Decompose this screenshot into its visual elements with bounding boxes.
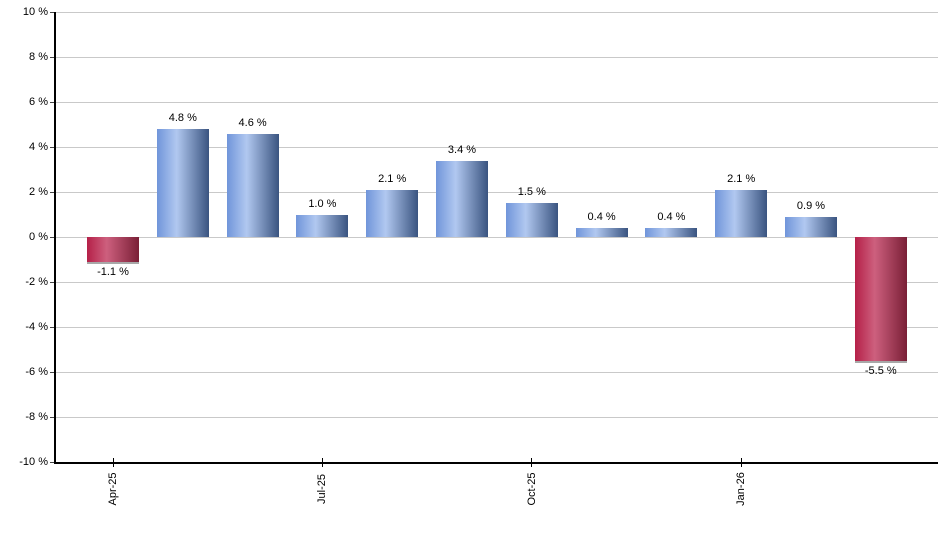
gridline [55,57,938,58]
y-tick [50,192,54,193]
x-tick [740,458,742,467]
y-tick [50,417,54,418]
bar-value-label: 4.6 % [238,116,267,129]
gridline [55,102,938,103]
y-tick-label: -4 % [25,321,48,333]
bar-value-label: -5.5 % [864,364,897,377]
y-tick-label: 4 % [29,141,48,153]
gridline [55,372,938,373]
gridline [55,327,938,328]
x-tick [112,458,114,467]
bar-value-label: 1.0 % [308,197,337,210]
bar-value-label: 0.4 % [657,211,686,223]
bar-value-label: 3.4 % [447,143,477,156]
bar-value-label: 4.8 % [168,112,197,124]
y-tick [50,237,54,238]
gridline [55,192,938,193]
y-tick [50,282,54,283]
gridline [55,237,938,238]
y-tick [50,102,54,103]
y-tick [50,57,54,58]
bar-positive [575,228,628,237]
gridline [55,282,938,283]
y-tick-label: -6 % [25,366,48,378]
y-tick-label: 8 % [29,51,48,63]
gridline [55,147,938,148]
bar-positive [715,189,768,237]
y-tick-label: -10 % [19,456,48,468]
y-tick-label: 0 % [29,231,48,243]
y-tick [50,147,54,148]
y-tick-label: 6 % [29,96,48,108]
gridline [55,12,938,13]
bar-value-label: 1.5 % [517,186,546,199]
x-tick [531,458,533,467]
bar-negative [87,237,139,264]
bar-value-label: 2.1 % [727,172,756,185]
y-tick [50,327,54,328]
x-axis-label: Apr-25 [107,472,119,506]
y-tick-label: 2 % [29,186,48,198]
x-axis-label: Oct-25 [525,472,538,506]
bar-value-label: -1.1 % [97,265,129,278]
x-axis-line [54,462,938,464]
bar-positive [296,214,349,237]
bar-negative [854,237,907,363]
x-tick [321,458,323,467]
bar-positive [226,133,279,237]
y-tick-label: -2 % [25,276,48,288]
x-axis-label: Jul-25 [316,474,329,504]
bar-positive [505,203,558,237]
bar-positive [436,160,488,237]
y-tick [50,372,54,373]
bar-positive [645,228,698,237]
y-tick [50,12,54,13]
y-tick-label: -8 % [25,411,48,423]
bar-positive [156,129,209,237]
y-tick [50,462,54,463]
bar-value-label: 2.1 % [378,172,407,185]
bar-positive [366,189,419,237]
bar-value-label: 0.4 % [587,211,616,223]
gridline [55,417,938,418]
x-axis-label: Jan-26 [735,472,748,506]
bar-positive [785,216,837,237]
y-axis-line [54,12,56,464]
bar-value-label: 0.9 % [796,199,826,212]
y-tick-label: 10 % [22,6,48,18]
